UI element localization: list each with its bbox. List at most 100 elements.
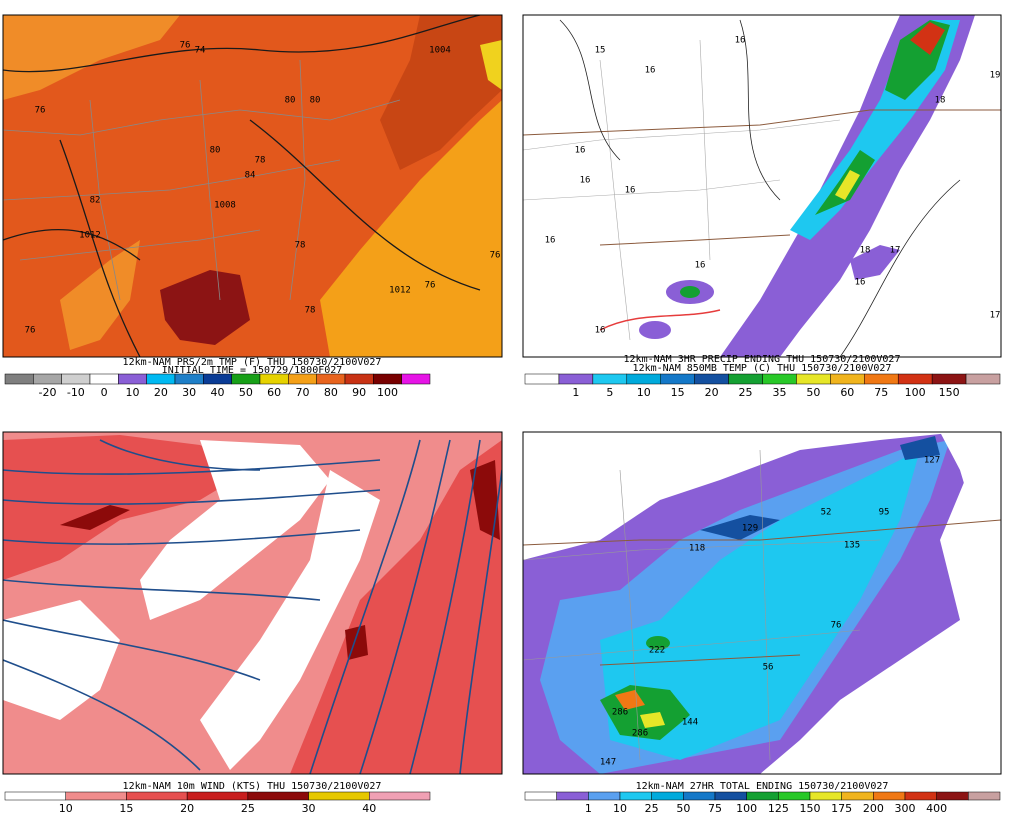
- map-label: 17: [890, 246, 901, 256]
- colorbar-label: 50: [676, 802, 690, 815]
- colorbar-swatch: [864, 373, 899, 385]
- map-label: 135: [844, 541, 860, 551]
- colorbar-swatch: [660, 373, 695, 385]
- colorbar-label: 300: [895, 802, 916, 815]
- colorbar-label: 20: [705, 386, 719, 399]
- colorbar-label: 75: [708, 802, 722, 815]
- colorbar-label: 100: [905, 386, 926, 399]
- map-label: 74: [195, 46, 206, 56]
- colorbar-swatch: [174, 373, 204, 385]
- colorbar-swatch: [556, 791, 589, 801]
- colorbar-label: 150: [939, 386, 960, 399]
- colorbar-swatch: [778, 791, 811, 801]
- panel-frames: [2, 14, 1002, 775]
- colorbar-label: -10: [67, 386, 85, 399]
- colorbar-swatch: [4, 373, 34, 385]
- map-label: 127: [924, 456, 940, 466]
- colorbar-swatch: [968, 791, 1001, 801]
- colorbar-label: 25: [645, 802, 659, 815]
- colorbar-swatch: [524, 373, 560, 385]
- colorbar-swatch: [592, 373, 628, 385]
- colorbar-label: 30: [182, 386, 196, 399]
- colorbar-swatch: [651, 791, 684, 801]
- map-label: 15: [595, 46, 606, 56]
- colorbar-label: 40: [211, 386, 225, 399]
- map-label: 222: [649, 646, 665, 656]
- map-label: 16: [695, 261, 706, 271]
- colorbar-swatch: [619, 791, 652, 801]
- map-label: 56: [763, 663, 774, 673]
- map-label: 76: [180, 41, 191, 51]
- map-label: 52: [821, 508, 832, 518]
- colorbar-label: 75: [874, 386, 888, 399]
- colorbar-swatch: [873, 791, 906, 801]
- caption: 12km-NAM 3HR PRECIP ENDING THU 150730/21…: [624, 354, 901, 365]
- colorbar-swatch: [796, 373, 831, 385]
- total-precip-map: [523, 432, 1001, 774]
- colorbar-label: 100: [377, 386, 398, 399]
- map-label: 17: [990, 311, 1001, 321]
- colorbar-label: 15: [671, 386, 685, 399]
- map-label: 16: [580, 176, 591, 186]
- colorbar-swatch: [558, 373, 594, 385]
- temperature-map: [3, 15, 502, 357]
- colorbar-swatch: [288, 373, 317, 385]
- colorbar-label: 80: [324, 386, 338, 399]
- colorbar-swatch: [344, 373, 374, 385]
- map-label: 78: [255, 156, 266, 166]
- colorbar-swatch: [965, 373, 1001, 385]
- colorbar-swatch: [401, 373, 431, 385]
- colorbar-swatch: [841, 791, 874, 801]
- map-label: 80: [310, 96, 321, 106]
- colorbar-label: 50: [239, 386, 253, 399]
- map-label: 1012: [79, 231, 101, 241]
- colorbar-label: 1: [572, 386, 579, 399]
- colorbar-swatch: [746, 791, 779, 801]
- colorbar-label: 70: [296, 386, 310, 399]
- map-label: 19: [990, 71, 1001, 81]
- map-label: 147: [600, 758, 616, 768]
- colorbar-label: 175: [831, 802, 852, 815]
- caption: 12km-NAM 10m WIND (KTS) THU 150730/2100V…: [123, 781, 382, 792]
- colorbar-label: 35: [772, 386, 786, 399]
- colorbar-label: 200: [863, 802, 884, 815]
- caption: 12km-NAM 850MB TEMP (C) THU 150730/2100V…: [633, 363, 892, 374]
- map-label: 16: [545, 236, 556, 246]
- colorbar-label: -20: [39, 386, 57, 399]
- colorbar-swatch: [126, 791, 188, 801]
- map-label: 16: [595, 326, 606, 336]
- map-label: 78: [305, 306, 316, 316]
- map-label: 18: [860, 246, 871, 256]
- colorbar-label: 0: [101, 386, 108, 399]
- colorbar-label: 5: [606, 386, 613, 399]
- colorbar-label: 1: [585, 802, 592, 815]
- map-label: 84: [245, 171, 256, 181]
- colorbar-label: 150: [800, 802, 821, 815]
- colorbar-label: 20: [154, 386, 168, 399]
- colorbar-swatch: [626, 373, 661, 385]
- colorbar-swatch: [830, 373, 865, 385]
- colorbar-swatch: [728, 373, 763, 385]
- colorbar-swatch: [316, 373, 346, 385]
- colorbar-label: 60: [840, 386, 854, 399]
- caption: INITIAL TIME = 150729/1800F027: [162, 365, 343, 376]
- colorbar-label: 125: [768, 802, 789, 815]
- map-label: 76: [490, 251, 501, 261]
- map-label: 76: [425, 281, 436, 291]
- colorbar-swatch: [33, 373, 62, 385]
- colorbar-label: 40: [362, 802, 376, 815]
- map-label: 1004: [429, 46, 451, 56]
- map-label: 16: [735, 36, 746, 46]
- colorbar-swatch: [259, 373, 289, 385]
- colorbar-swatch: [146, 373, 176, 385]
- colorbar-swatch: [308, 791, 370, 801]
- colorbar-label: 30: [302, 802, 316, 815]
- map-label: 144: [682, 718, 698, 728]
- colorbar-swatch: [694, 373, 729, 385]
- map-label: 1012: [389, 286, 411, 296]
- colorbar-swatch: [904, 791, 937, 801]
- colorbar-swatch: [897, 373, 933, 385]
- colorbar-swatch: [89, 373, 119, 385]
